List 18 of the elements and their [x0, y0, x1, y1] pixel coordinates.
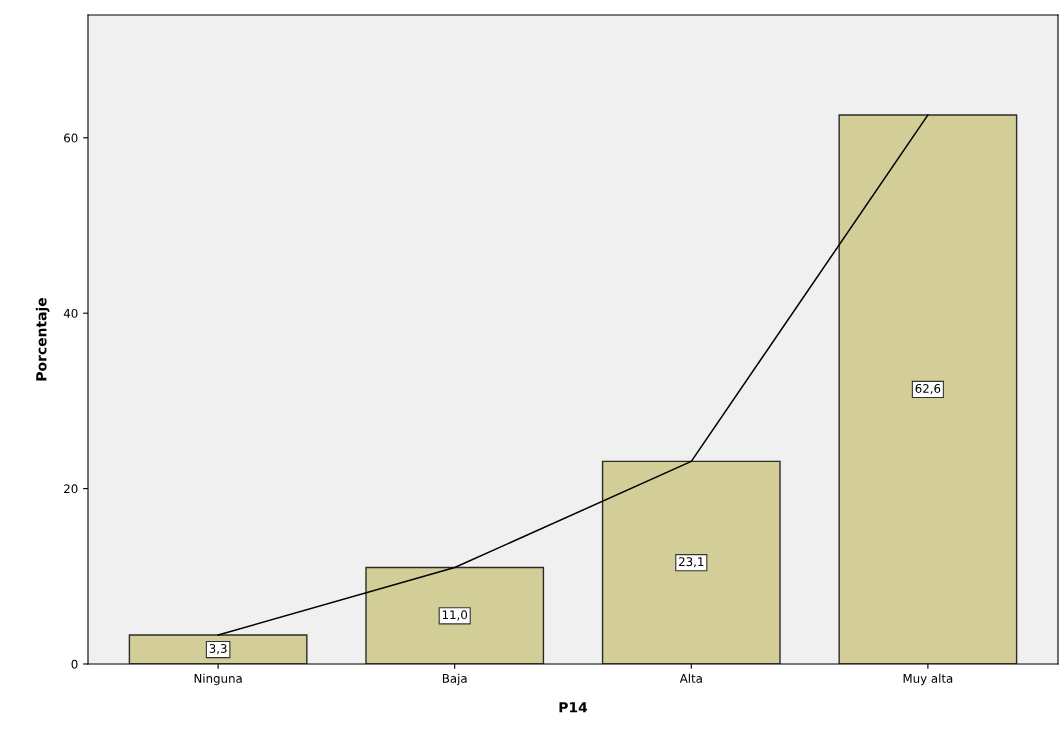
bar	[128, 634, 308, 664]
y-tick-label: 60	[64, 133, 78, 143]
x-axis-title: P14	[559, 702, 588, 713]
y-tick-label: 40	[63, 308, 78, 318]
y-tick-label: 0	[71, 659, 78, 669]
data-label: 3,3	[209, 644, 227, 655]
data-label: 11,0	[442, 610, 468, 621]
bar	[838, 114, 1018, 664]
x-tick-label: Ninguna	[194, 673, 242, 686]
x-tick-label: Muy alta	[903, 673, 953, 686]
y-axis-title: Porcentaje	[35, 298, 50, 381]
x-tick-label: Alta	[679, 673, 702, 683]
data-label: 23,1	[679, 557, 704, 568]
x-tick-label: Baja	[442, 673, 467, 686]
bar	[365, 566, 545, 664]
bar	[601, 460, 781, 664]
y-tick-label: 20	[64, 484, 78, 494]
data-label: 62,6	[915, 383, 941, 395]
